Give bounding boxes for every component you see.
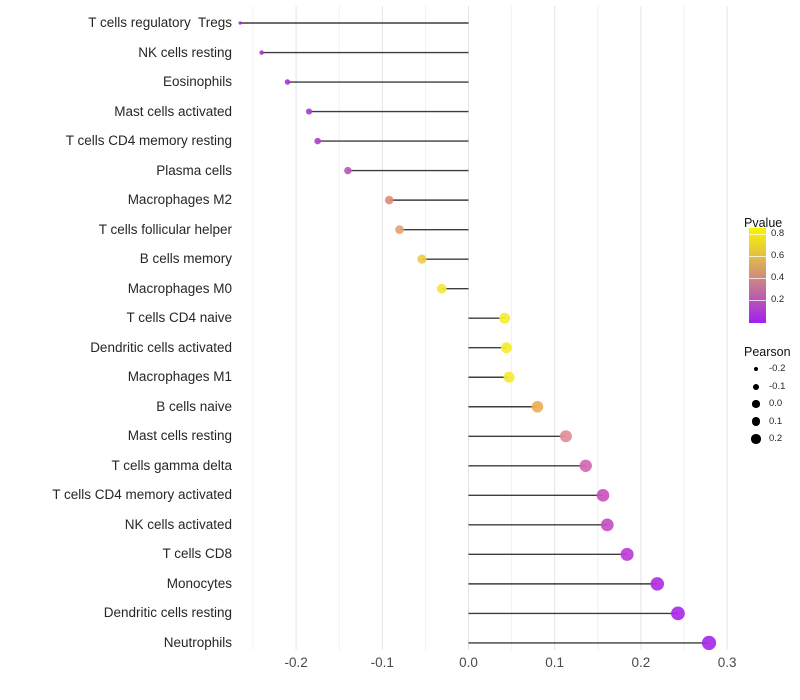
pvalue-colorbar-tick <box>749 256 766 258</box>
pvalue-tick-label: 0.8 <box>771 228 785 240</box>
data-point <box>384 195 394 205</box>
pearson-legend-dot <box>752 400 760 408</box>
pearson-legend-label: 0.1 <box>769 415 783 427</box>
data-point <box>259 50 264 55</box>
pearson-legend-dot <box>753 366 759 372</box>
x-axis-tick-label: 0.3 <box>717 655 737 670</box>
data-point <box>671 606 685 621</box>
y-axis-label: T cells CD4 naive <box>126 310 232 326</box>
data-point <box>559 430 572 443</box>
pvalue-legend-title: Pvalue <box>744 216 783 230</box>
data-point <box>314 137 321 145</box>
data-point <box>579 459 592 472</box>
y-axis-label: Neutrophils <box>163 634 232 650</box>
y-axis-label: Dendritic cells resting <box>103 605 232 621</box>
data-point <box>238 21 242 25</box>
data-point <box>620 547 634 561</box>
data-point <box>503 371 515 383</box>
data-point <box>499 312 511 324</box>
data-point <box>500 342 512 354</box>
data-point <box>417 254 427 264</box>
data-point <box>284 79 291 85</box>
pvalue-colorbar-tick <box>749 300 766 302</box>
y-axis-label: Monocytes <box>166 575 232 591</box>
y-axis-label: T cells regulatory Tregs <box>88 15 232 30</box>
pearson-legend-label: 0.2 <box>769 433 783 444</box>
pearson-legend-dot <box>753 383 759 390</box>
x-axis-tick-label: 0.2 <box>631 655 651 670</box>
pvalue-tick-label: 0.4 <box>771 272 785 284</box>
y-axis-label: T cells CD8 <box>162 546 232 562</box>
data-point <box>344 166 352 175</box>
pvalue-tick-label: 0.2 <box>771 294 785 306</box>
data-point <box>701 635 717 651</box>
data-point <box>596 488 610 502</box>
y-axis-label: Dendritic cells activated <box>90 339 232 355</box>
x-axis-tick-label: -0.2 <box>284 655 308 670</box>
x-axis-tick-label: 0.0 <box>459 655 478 670</box>
pearson-legend-title: Pearson <box>744 345 791 359</box>
data-point <box>395 225 404 235</box>
pvalue-colorbar-tick <box>749 278 766 280</box>
x-axis-tick-label: 0.1 <box>545 655 565 670</box>
data-point <box>531 400 544 413</box>
y-axis-label: NK cells activated <box>124 516 232 532</box>
y-axis-label: T cells CD4 memory resting <box>65 133 232 149</box>
y-axis-label: T cells follicular helper <box>98 221 232 237</box>
y-axis-label: Mast cells resting <box>127 428 232 444</box>
y-axis-label: Mast cells activated <box>114 103 232 119</box>
y-axis-label: T cells gamma delta <box>111 457 232 473</box>
y-axis-label: Plasma cells <box>156 162 232 178</box>
y-axis-label: Macrophages M1 <box>127 369 232 385</box>
y-axis-label: B cells naive <box>156 398 232 414</box>
y-axis-label: B cells memory <box>139 251 232 267</box>
pvalue-colorbar-tick <box>749 234 766 236</box>
data-point <box>305 108 313 115</box>
y-axis-label: Eosinophils <box>162 74 232 90</box>
data-point <box>600 518 614 532</box>
pvalue-tick-label: 0.6 <box>771 250 785 262</box>
data-point <box>650 577 665 591</box>
pearson-legend-label: -0.2 <box>769 363 786 374</box>
pearson-legend-dot <box>751 434 761 444</box>
x-axis-tick-label: -0.1 <box>370 655 394 670</box>
pearson-legend-label: -0.1 <box>769 380 786 392</box>
pvalue-colorbar <box>749 228 766 323</box>
data-point <box>436 283 447 294</box>
pearson-legend-label: 0.0 <box>769 398 783 409</box>
y-axis-label: Macrophages M0 <box>127 280 232 296</box>
pearson-legend-dot <box>751 417 761 426</box>
y-axis-label: Macrophages M2 <box>127 192 232 208</box>
y-axis-label: T cells CD4 memory activated <box>52 487 232 503</box>
y-axis-label: NK cells resting <box>138 44 232 60</box>
